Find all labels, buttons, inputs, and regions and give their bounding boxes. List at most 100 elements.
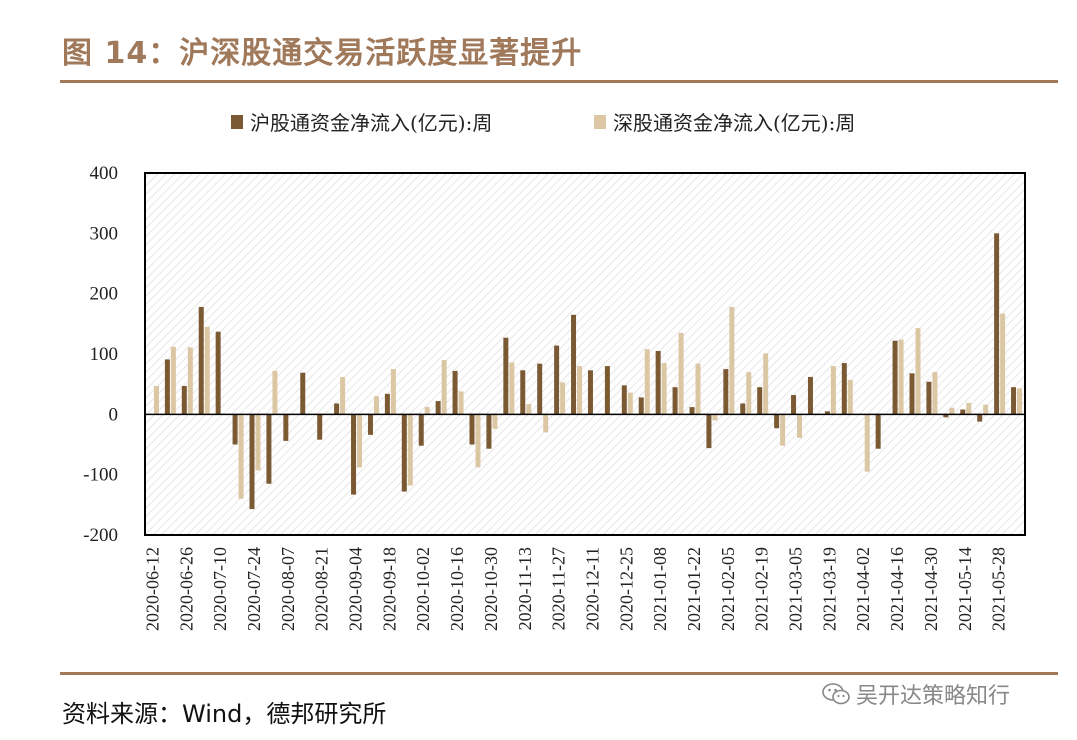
x-tick-label: 2021-05-28 [989,547,1009,631]
x-tick-label: 2021-04-02 [853,547,873,631]
bar-sh [892,340,898,415]
bar-sh [638,397,644,415]
bar-sz [1017,388,1023,415]
y-tick-label: 100 [90,344,119,365]
x-tick-label: 2020-07-24 [244,547,264,631]
bar-sh [960,409,966,415]
y-axis: 400 300 200 100 0 -100 -200 [83,163,118,546]
bar-sz [204,326,210,415]
source-note: 资料来源：Wind，德邦研究所 [62,700,387,728]
bar-sh [435,401,441,415]
title-divider [60,80,1058,83]
bar-sh [520,370,526,415]
x-tick-label: 2021-04-16 [887,547,907,631]
bar-sh [977,414,983,422]
bar-sz [729,306,735,415]
bar-sz [187,347,193,415]
bar-sh [401,414,407,492]
bar-sh [689,407,695,415]
x-tick-label: 2020-11-27 [549,547,569,630]
bar-sh [723,369,729,415]
bar-sz [357,414,363,468]
bar-chart: 沪股通资金净流入(亿元):周 深股通资金净流入(亿元):周 400 300 200 1… [83,111,1026,631]
bar-sh [469,414,475,445]
bar-sz [441,360,447,415]
bar-sh [367,414,373,435]
x-tick-label: 2020-12-11 [582,547,602,630]
bar-sh [1011,387,1017,415]
bar-sh [807,376,813,415]
bar-sz [170,346,176,415]
bar-sz [864,414,870,472]
legend-label-sh: 沪股通资金净流入(亿元):周 [250,111,492,135]
bar-sz [153,385,159,415]
bar-sh [604,366,610,415]
legend-swatch-sh [231,115,243,129]
bar-sz [373,396,379,415]
bar-sz [661,363,667,415]
bar-sh [452,370,458,415]
bar-sh [621,385,627,415]
x-tick-label: 2021-03-05 [786,547,806,631]
x-tick-label: 2021-01-08 [650,547,670,631]
x-tick-label: 2020-11-13 [515,547,535,630]
bar-sz [492,414,498,429]
bar-sh [283,414,289,441]
bar-sh [503,337,509,415]
bar-sz [763,353,769,415]
bar-sh [554,345,560,415]
bar-sh [926,381,932,415]
bar-sh [181,385,187,415]
bar-sh [249,414,255,510]
bar-sz [695,363,701,415]
bar-sh [841,363,847,415]
y-tick-label: 300 [90,223,119,244]
bar-sz [407,414,413,486]
bar-sz [847,379,853,415]
x-tick-label: 2020-10-16 [447,547,467,631]
x-tick-label: 2020-06-26 [176,547,196,631]
bar-sh [875,414,881,449]
bars [153,233,1023,510]
bar-sh [587,370,593,415]
bar-sh [351,414,357,495]
bar-sz [712,414,718,421]
bar-sz [780,414,786,446]
bar-sh [164,359,170,415]
x-tick-label: 2021-04-30 [921,547,941,631]
y-tick-label: 400 [90,163,119,184]
bar-sz [424,407,430,415]
x-tick-label: 2020-09-18 [379,547,399,631]
bar-sz [746,372,752,415]
bar-sz [238,414,244,499]
bar-sz [560,382,566,415]
plot-frame [144,172,1026,536]
bar-sh [943,414,949,418]
bar-sh [384,393,390,415]
x-tick-label: 2020-06-12 [142,547,162,631]
bar-sh [266,414,272,484]
bar-sh [655,350,661,415]
bar-sz [627,392,633,415]
figure-title: 图 14：沪深股通交易活跃度显著提升 [62,36,583,71]
bar-sh [757,387,763,415]
bar-sz [526,404,532,415]
x-tick-label: 2020-10-02 [413,547,433,631]
bar-sz [458,391,464,415]
bar-sh [215,331,221,415]
bar-sz [1000,313,1006,415]
bar-sh [994,233,1000,415]
bar-sh [317,414,323,440]
x-tick-label: 2021-02-05 [718,547,738,631]
y-tick-label: -200 [83,525,118,546]
bar-sh [232,414,238,445]
bar-sz [390,369,396,415]
x-tick-label: 2021-02-19 [752,547,772,631]
x-tick-label: 2020-09-04 [346,547,366,631]
x-axis: 2020-06-12 2020-06-26 2020-07-10 2020-07-24… [142,547,1008,631]
x-tick-label: 2020-12-25 [616,547,636,631]
bar-sh [824,411,830,415]
watermark-text: 吴开达策略知行 [856,684,1011,709]
bar-sz [898,339,904,415]
x-tick-label: 2021-05-14 [955,547,975,631]
